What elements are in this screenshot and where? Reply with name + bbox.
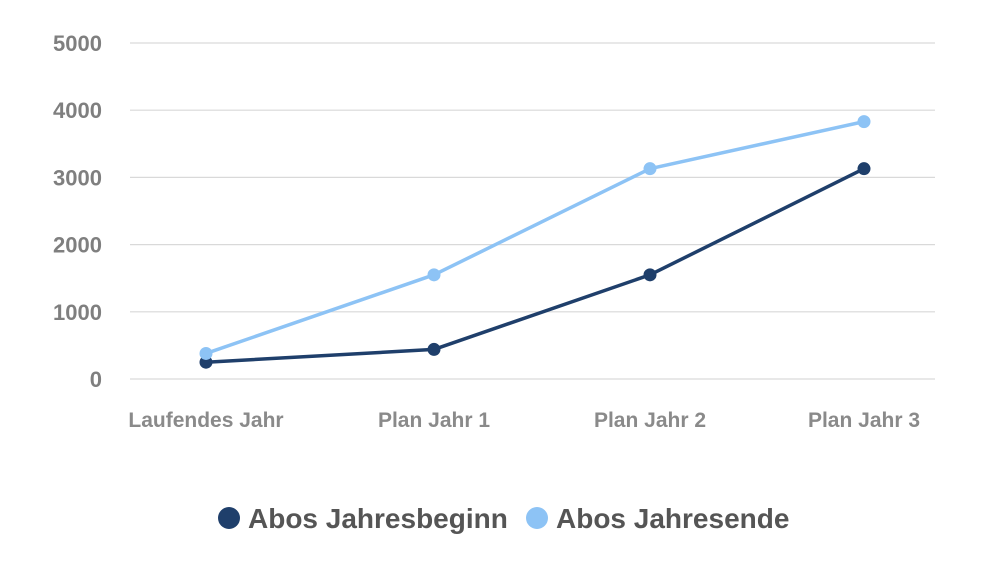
data-point [199,346,213,360]
x-tick-label: Laufendes Jahr [128,409,283,432]
series-line-1 [205,119,865,356]
y-axis-ticks: 0 1000 2000 3000 4000 5000 [53,31,102,392]
y-tick-label: 1000 [53,300,102,325]
y-tick-label: 0 [90,367,102,392]
legend-marker-abos-jahresende [526,507,548,529]
y-tick-label: 2000 [53,233,102,258]
y-tick-label: 3000 [53,165,102,190]
legend-marker-abos-jahresbeginn [218,507,240,529]
x-tick-label: Plan Jahr 3 [808,409,920,432]
legend-label-abos-jahresbeginn: Abos Jahresbeginn [248,503,508,534]
series-lines [199,115,871,369]
y-tick-label: 5000 [53,31,102,56]
x-axis-ticks: Laufendes Jahr Plan Jahr 1 Plan Jahr 2 P… [128,409,920,432]
data-point [427,342,441,356]
x-tick-label: Plan Jahr 1 [378,409,490,432]
data-point [427,268,441,282]
data-point [857,162,871,176]
data-point [643,268,657,282]
legend-label-abos-jahresende: Abos Jahresende [556,503,789,534]
y-tick-label: 4000 [53,98,102,123]
series-line-0 [205,167,865,364]
data-point [857,115,871,129]
x-tick-label: Plan Jahr 2 [594,409,706,432]
gridlines [130,42,935,380]
data-point [643,162,657,176]
legend: Abos Jahresbeginn Abos Jahresende [218,503,789,534]
